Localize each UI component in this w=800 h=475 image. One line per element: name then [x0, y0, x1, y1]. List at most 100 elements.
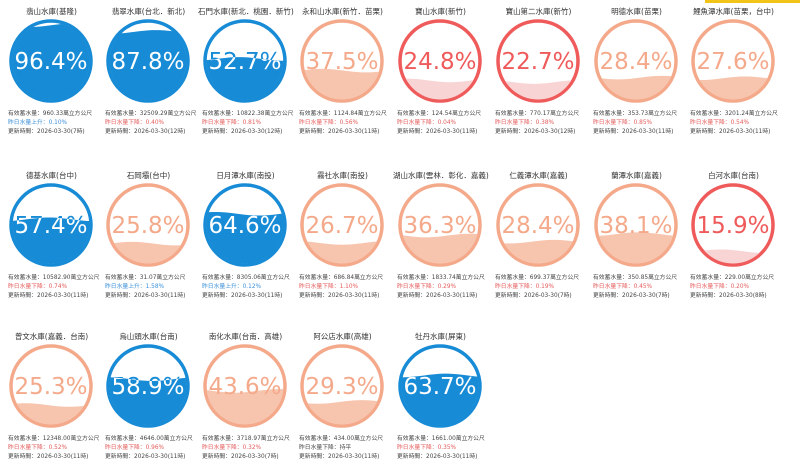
storage-volume: 有效蓄水量：960.33萬立方公尺 — [8, 111, 93, 117]
daily-change: 昨日水量下降：0.45% — [593, 284, 653, 291]
reservoir-card[interactable]: 牡丹水庫(屏東) 63.7% 63.7% 有效蓄水量：1661.00萬立方公尺 昨日水量… — [393, 325, 488, 470]
storage-volume: 有效蓄水量：124.54萬立方公尺 — [397, 111, 482, 117]
water-level-gauge: 29.3% — [298, 342, 386, 430]
reservoir-stats: 有效蓄水量：124.54萬立方公尺 昨日水量下降：0.04% 更新時間：2026-0… — [397, 110, 489, 138]
percentage-label: 25.8% — [111, 213, 184, 239]
daily-change: 昨日水量下降：0.40% — [105, 120, 165, 127]
water-level-gauge: 64.6% 64.6% — [201, 181, 289, 269]
reservoir-card[interactable]: 仁義潭水庫(嘉義) 28.4% 有效蓄水量：699.37萬立方公尺 昨日水量下降：0.… — [491, 164, 586, 309]
reservoir-name: 南化水庫(台南．高雄) — [208, 332, 283, 341]
water-level-gauge: 22.7% — [494, 17, 582, 105]
update-time: 更新時間：2026-03-30(11時) — [299, 293, 380, 300]
reservoir-card[interactable]: 烏山頭水庫(台南) 58.9% 58.9% 有效蓄水量：4646.00萬立方公尺 昨日水… — [101, 325, 196, 470]
reservoir-name: 永和山水庫(新竹．苗栗) — [302, 7, 383, 16]
percentage-label: 36.3% — [403, 213, 476, 239]
percentage-label: 96.4% — [14, 49, 87, 75]
reservoir-name: 蘭潭水庫(嘉義) — [611, 171, 662, 180]
reservoir-name: 翡翠水庫(台北．新北) — [111, 7, 186, 16]
update-time: 更新時間：2026-03-30(11時) — [202, 293, 283, 300]
daily-change: 昨日水量下降：1.10% — [299, 284, 359, 291]
update-time: 更新時間：2026-03-30(11時) — [299, 454, 380, 461]
percentage-label-overlay: 58.9% — [111, 374, 184, 400]
water-level-gauge: 37.5% — [298, 17, 386, 105]
reservoir-card[interactable]: 翡翠水庫(台北．新北) 87.8% 有效蓄水量：32509.29萬立方公尺 昨日水量下… — [101, 0, 196, 145]
reservoir-card[interactable]: 霧社水庫(南投) 26.7% 有效蓄水量：686.84萬立方公尺 昨日水量下降：1.1… — [295, 164, 390, 309]
storage-volume: 有效蓄水量：686.84萬立方公尺 — [299, 275, 384, 281]
accent-bar — [705, 0, 800, 3]
daily-change: 昨日水量下降：0.52% — [8, 445, 68, 452]
reservoir-name: 石岡壩(台中) — [126, 171, 171, 180]
reservoir-card[interactable]: 蘭潭水庫(嘉義) 38.1% 有效蓄水量：350.85萬立方公尺 昨日水量下降：0.4… — [589, 164, 684, 309]
water-level-gauge: 27.6% — [689, 17, 777, 105]
reservoir-card[interactable]: 日月潭水庫(南投) 64.6% 64.6% 有效蓄水量：8305.06萬立方公尺 昨日水… — [198, 164, 293, 309]
reservoir-card[interactable]: 明德水庫(苗栗) 28.4% 有效蓄水量：353.73萬立方公尺 昨日水量下降：0.8… — [589, 0, 684, 145]
water-level-gauge: 25.3% — [7, 342, 95, 430]
reservoir-name: 寶山第二水庫(新竹) — [505, 7, 572, 16]
reservoir-name: 曾文水庫(嘉義．台南) — [14, 332, 89, 341]
daily-change: 昨日水量下降：0.96% — [105, 445, 165, 452]
reservoir-stats: 有效蓄水量：10822.38萬立方公尺 昨日水量下降：0.81% 更新時間：2026… — [202, 110, 294, 138]
update-time: 更新時間：2026-03-30(12時) — [202, 129, 283, 136]
reservoir-stats: 有效蓄水量：229.00萬立方公尺 昨日水量下降：0.20% 更新時間：2026-0… — [690, 274, 782, 302]
reservoir-name: 白河水庫(台南) — [708, 171, 759, 180]
reservoir-stats: 有效蓄水量：1124.84萬立方公尺 昨日水量下降：0.56% 更新時間：2026-… — [299, 110, 391, 138]
percentage-label: 37.5% — [305, 49, 378, 75]
update-time: 更新時間：2026-03-30(11時) — [299, 129, 380, 136]
reservoir-card[interactable]: 阿公店水庫(高雄) 29.3% 有效蓄水量：434.00萬立方公尺 昨日水量下降：持平… — [295, 325, 390, 470]
reservoir-stats: 有效蓄水量：10582.90萬立方公尺 昨日水量下降：0.74% 更新時間：2026… — [8, 274, 100, 302]
water-fill — [109, 377, 187, 425]
reservoir-card[interactable]: 鯉魚潭水庫(苗栗，台中) 27.6% 有效蓄水量：3201.24萬立方公尺 昨日水量下… — [686, 0, 781, 145]
reservoir-name: 明德水庫(苗栗) — [611, 7, 662, 16]
reservoir-name: 翡山水庫(基隆) — [26, 7, 77, 16]
percentage-label-overlay: 52.7% — [208, 49, 281, 75]
reservoir-stats: 有效蓄水量：960.33萬立方公尺 昨日水量上升：0.10% 更新時間：2026-0… — [8, 110, 100, 138]
percentage-label: 24.8% — [403, 49, 476, 75]
water-level-gauge: 38.1% — [592, 181, 680, 269]
update-time: 更新時間：2026-03-30(8時) — [690, 293, 767, 300]
reservoir-card[interactable]: 永和山水庫(新竹．苗栗) 37.5% 有效蓄水量：1124.84萬立方公尺 昨日水量下… — [295, 0, 390, 145]
reservoir-stats: 有效蓄水量：4646.00萬立方公尺 昨日水量下降：0.96% 更新時間：2026-… — [105, 435, 197, 463]
storage-volume: 有效蓄水量：770.17萬立方公尺 — [495, 111, 580, 117]
reservoir-card[interactable]: 翡山水庫(基隆) 96.4% 有效蓄水量：960.33萬立方公尺 昨日水量上升：0.1… — [4, 0, 99, 145]
percentage-label-overlay: 57.4% — [14, 213, 87, 239]
percentage-label: 58.9% — [111, 374, 184, 400]
storage-volume: 有效蓄水量：1124.84萬立方公尺 — [299, 111, 387, 117]
daily-change: 昨日水量上升：0.12% — [202, 284, 262, 291]
reservoir-card[interactable]: 石門水庫(新北．桃園．新竹) 52.7% 52.7% 有效蓄水量：10822.38萬立… — [198, 0, 294, 145]
reservoir-stats: 有效蓄水量：8305.06萬立方公尺 昨日水量上升：0.12% 更新時間：2026-… — [202, 274, 294, 302]
storage-volume: 有效蓄水量：32509.29萬立方公尺 — [105, 111, 197, 117]
percentage-label: 57.4% — [14, 213, 87, 239]
percentage-label: 28.4% — [501, 213, 574, 239]
water-level-gauge: 15.9% — [689, 181, 777, 269]
reservoir-stats: 有效蓄水量：3201.24萬立方公尺 昨日水量下降：0.54% 更新時間：2026-… — [690, 110, 782, 138]
percentage-label: 52.7% — [208, 49, 281, 75]
reservoir-card[interactable]: 寶山水庫(新竹) 24.8% 有效蓄水量：124.54萬立方公尺 昨日水量下降：0.0… — [393, 0, 488, 145]
reservoir-stats: 有效蓄水量：686.84萬立方公尺 昨日水量下降：1.10% 更新時間：2026-0… — [299, 274, 391, 302]
water-level-gauge: 26.7% — [298, 181, 386, 269]
storage-volume: 有效蓄水量：699.37萬立方公尺 — [495, 275, 580, 281]
update-time: 更新時間：2026-03-30(11時) — [8, 293, 89, 300]
storage-volume: 有效蓄水量：10822.38萬立方公尺 — [202, 111, 294, 117]
reservoir-card[interactable]: 曾文水庫(嘉義．台南) 25.3% 有效蓄水量：12348.00萬立方公尺 昨日水量下… — [4, 325, 99, 470]
reservoir-name: 霧社水庫(南投) — [317, 171, 368, 180]
reservoir-card[interactable]: 白河水庫(台南) 15.9% 有效蓄水量：229.00萬立方公尺 昨日水量下降：0.2… — [686, 164, 781, 309]
reservoir-stats: 有效蓄水量：350.85萬立方公尺 昨日水量下降：0.45% 更新時間：2026-0… — [593, 274, 685, 302]
daily-change: 昨日水量下降：0.74% — [8, 284, 68, 291]
storage-volume: 有效蓄水量：353.73萬立方公尺 — [593, 111, 678, 117]
update-time: 更新時間：2026-03-30(7時) — [593, 293, 670, 300]
water-level-gauge: 58.9% 58.9% — [104, 342, 192, 430]
daily-change: 昨日水量下降：0.32% — [202, 445, 262, 452]
storage-volume: 有效蓄水量：1661.00萬立方公尺 — [397, 436, 485, 442]
storage-volume: 有效蓄水量：12348.00萬立方公尺 — [8, 436, 100, 442]
reservoir-card[interactable]: 石岡壩(台中) 25.8% 有效蓄水量：31.07萬立方公尺 昨日水量上升：1.58%… — [101, 164, 196, 309]
reservoir-name: 寶山水庫(新竹) — [415, 7, 466, 16]
reservoir-name: 阿公店水庫(高雄) — [313, 332, 372, 341]
reservoir-card[interactable]: 寶山第二水庫(新竹) 22.7% 有效蓄水量：770.17萬立方公尺 昨日水量下降：0… — [491, 0, 586, 145]
reservoir-name: 仁義潭水庫(嘉義) — [509, 171, 568, 180]
water-fill — [694, 249, 772, 264]
reservoir-card[interactable]: 德基水庫(台中) 57.4% 57.4% 有效蓄水量：10582.90萬立方公尺 昨日水… — [4, 164, 99, 309]
reservoir-stats: 有效蓄水量：699.37萬立方公尺 昨日水量下降：0.19% 更新時間：2026-0… — [495, 274, 587, 302]
reservoir-card[interactable]: 湖山水庫(雲林．彰化．嘉義) 36.3% 有效蓄水量：1833.74萬立方公尺 昨日水… — [393, 164, 489, 309]
reservoir-card[interactable]: 南化水庫(台南．高雄) 43.6% 有效蓄水量：3718.97萬立方公尺 昨日水量下降… — [198, 325, 293, 470]
